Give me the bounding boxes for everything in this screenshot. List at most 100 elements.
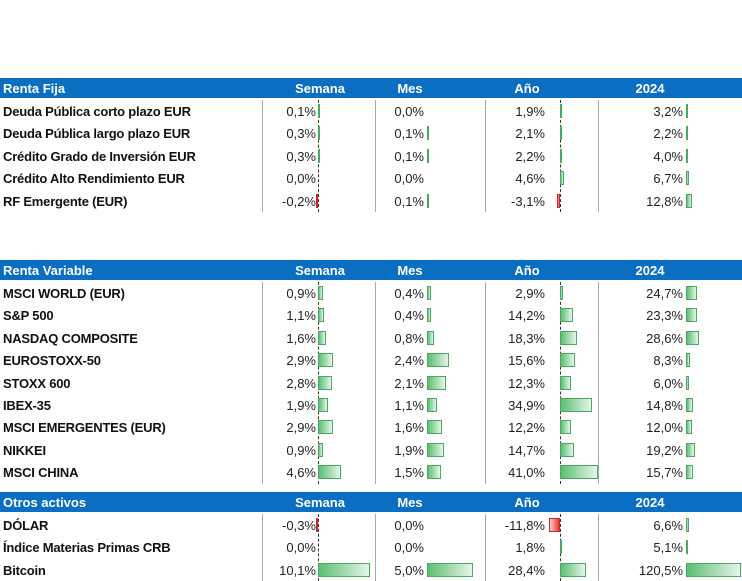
- data-bar-ano: [560, 562, 587, 577]
- column-divider: [375, 514, 376, 581]
- data-bar-y2024: [686, 286, 698, 300]
- data-bar-y2024: [686, 308, 697, 323]
- value-ano: 2,9%: [515, 286, 545, 301]
- table-row: Bitcoin 10,1% 5,0% 28,4% 120,5%: [0, 559, 742, 581]
- column-header-y2024: 2024: [635, 81, 665, 96]
- value-y2024: 5,1%: [653, 540, 683, 556]
- value-y2024: 24,7%: [646, 286, 683, 301]
- column-header-mes: Mes: [397, 81, 423, 96]
- value-semana: 0,3%: [286, 126, 316, 142]
- data-bar-y2024: [686, 420, 692, 435]
- value-y2024: 3,2%: [653, 104, 683, 119]
- value-y2024: 14,8%: [646, 398, 683, 413]
- column-divider: [485, 514, 486, 581]
- data-bar-mes: [427, 126, 429, 141]
- asset-name: STOXX 600: [3, 375, 71, 391]
- value-y2024: 12,0%: [646, 420, 683, 436]
- value-y2024: 4,0%: [653, 148, 683, 164]
- bar-axis: [318, 514, 319, 581]
- value-mes: 0,4%: [394, 286, 424, 301]
- table-row: STOXX 600 2,8% 2,1% 12,3% 6,0%: [0, 372, 742, 394]
- data-bar-semana: [318, 286, 323, 300]
- column-header-mes: Mes: [397, 263, 423, 278]
- asset-name: NIKKEI: [3, 442, 46, 458]
- asset-name: Crédito Grado de Inversión EUR: [3, 148, 196, 164]
- value-ano: -3,1%: [511, 193, 545, 209]
- asset-name: RF Emergente (EUR): [3, 193, 128, 209]
- value-ano: 34,9%: [508, 398, 545, 413]
- data-bar-semana: [316, 193, 318, 208]
- data-bar-ano: [560, 398, 593, 412]
- asset-name: EUROSTOXX-50: [3, 353, 101, 369]
- data-bar-mes: [427, 148, 429, 163]
- column-header-ano: Año: [514, 263, 540, 278]
- column-divider: [262, 282, 263, 484]
- value-mes: 0,1%: [394, 193, 424, 209]
- data-bar-semana: [318, 398, 328, 412]
- table-row: MSCI WORLD (EUR) 0,9% 0,4% 2,9% 24,7%: [0, 282, 742, 304]
- value-ano: 14,7%: [508, 442, 545, 458]
- value-semana: 10,1%: [279, 562, 316, 578]
- asset-name: Bitcoin: [3, 562, 46, 578]
- value-y2024: 19,2%: [646, 442, 683, 458]
- column-divider: [262, 100, 263, 212]
- value-y2024: 12,8%: [646, 193, 683, 209]
- value-ano: 28,4%: [508, 562, 545, 578]
- column-header-mes: Mes: [397, 495, 423, 510]
- table-row: Crédito Alto Rendimiento EUR 0,0% 0,0% 4,6%…: [0, 167, 742, 189]
- column-divider: [598, 100, 599, 212]
- data-bar-ano: [560, 104, 562, 118]
- value-mes: 0,0%: [394, 171, 424, 187]
- data-bar-y2024: [686, 518, 690, 532]
- data-bar-mes: [427, 375, 447, 390]
- column-header-y2024: 2024: [635, 263, 665, 278]
- column-header-semana: Semana: [295, 81, 345, 96]
- value-semana: -0,2%: [282, 193, 316, 209]
- data-bar-ano: [557, 193, 560, 208]
- data-bar-semana: [316, 518, 318, 532]
- section-header: Renta Variable Semana Mes Año 2024: [0, 260, 742, 280]
- data-bar-semana: [318, 308, 324, 323]
- section-title: Otros activos: [3, 495, 87, 510]
- table-row: Deuda Pública largo plazo EUR 0,3% 0,1% 2,1…: [0, 122, 742, 144]
- column-divider: [262, 514, 263, 581]
- data-bar-y2024: [686, 398, 693, 412]
- data-bar-mes: [427, 193, 429, 208]
- data-bar-y2024: [686, 330, 700, 345]
- value-ano: 12,3%: [508, 375, 545, 391]
- asset-name: IBEX-35: [3, 398, 51, 413]
- value-semana: 1,9%: [286, 398, 316, 413]
- data-bar-mes: [427, 398, 438, 412]
- data-bar-semana: [318, 562, 370, 577]
- column-divider: [375, 100, 376, 212]
- section-header: Otros activos Semana Mes Año 2024: [0, 492, 742, 512]
- value-mes: 1,9%: [394, 442, 424, 458]
- data-bar-semana: [318, 148, 320, 163]
- data-bar-semana: [318, 126, 320, 141]
- data-bar-semana: [318, 330, 327, 345]
- column-header-ano: Año: [514, 81, 540, 96]
- value-mes: 2,4%: [394, 353, 424, 369]
- data-bar-ano: [549, 518, 560, 532]
- value-ano: 1,8%: [515, 540, 545, 556]
- table-row: EUROSTOXX-50 2,9% 2,4% 15,6% 8,3%: [0, 349, 742, 371]
- value-ano: 14,2%: [508, 308, 545, 324]
- value-mes: 1,6%: [394, 420, 424, 436]
- value-mes: 0,0%: [394, 104, 424, 119]
- data-bar-ano: [560, 148, 563, 163]
- value-semana: 0,0%: [286, 540, 316, 556]
- data-bar-ano: [560, 330, 578, 345]
- table-row: NIKKEI 0,9% 1,9% 14,7% 19,2%: [0, 439, 742, 461]
- value-y2024: 6,0%: [653, 375, 683, 391]
- value-mes: 0,0%: [394, 518, 424, 533]
- asset-name: Deuda Pública largo plazo EUR: [3, 126, 191, 142]
- value-mes: 0,8%: [394, 330, 424, 346]
- value-semana: -0,3%: [282, 518, 316, 533]
- value-y2024: 2,2%: [653, 126, 683, 142]
- value-y2024: 6,7%: [653, 171, 683, 187]
- asset-name: MSCI EMERGENTES (EUR): [3, 420, 166, 436]
- asset-name: MSCI WORLD (EUR): [3, 286, 125, 301]
- value-semana: 0,9%: [286, 286, 316, 301]
- table-row: RF Emergente (EUR) -0,2% 0,1% -3,1% 12,8%: [0, 190, 742, 212]
- table-row: IBEX-35 1,9% 1,1% 34,9% 14,8%: [0, 394, 742, 416]
